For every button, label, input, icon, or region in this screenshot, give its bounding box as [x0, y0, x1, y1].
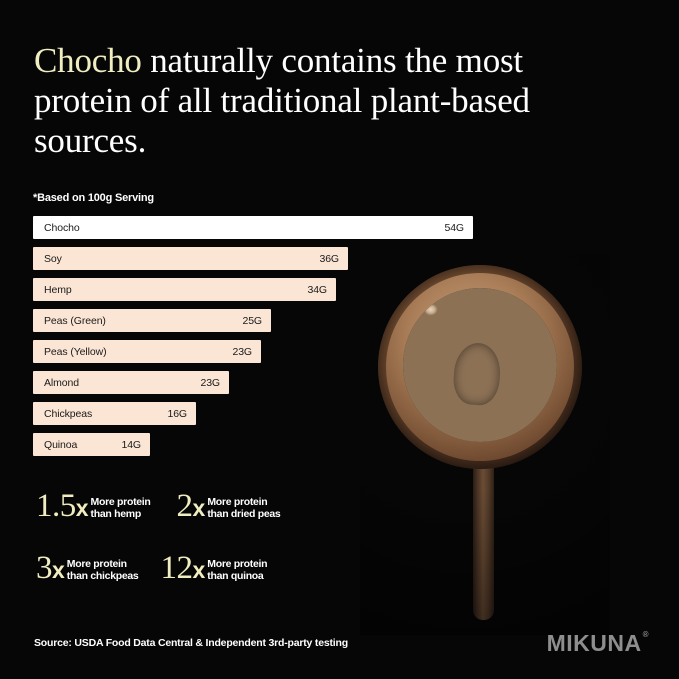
serving-basis-note: *Based on 100g Serving	[33, 192, 154, 204]
stat-description: More protein than hemp	[91, 496, 151, 520]
stat-multiplier-number: 1.5	[36, 488, 76, 524]
bar-row: Peas (Yellow) 23G	[33, 340, 483, 363]
bar-value: 25G	[242, 314, 262, 327]
comparison-stats: 1.5x More protein than hemp 2x More protein t…	[36, 490, 356, 614]
bar-value: 23G	[200, 376, 220, 389]
stat-description-line1: More protein	[207, 557, 268, 570]
source-citation: Source: USDA Food Data Central & Indepen…	[34, 637, 348, 649]
protein-bar-chart: Chocho 54G Soy 36G Hemp 34G Peas (Green) 25G Pea…	[33, 216, 483, 464]
stat-multiplier: 12x	[160, 550, 205, 587]
stat-multiplier-number: 3	[36, 550, 53, 586]
stat-description-line1: More protein	[90, 495, 151, 508]
bar-row: Almond 23G	[33, 371, 483, 394]
bar-chocho: Chocho 54G	[33, 216, 473, 239]
bar-row: Hemp 34G	[33, 278, 483, 301]
bar-row: Chocho 54G	[33, 216, 483, 239]
bar-label: Almond	[44, 376, 80, 389]
bar-value: 16G	[167, 407, 187, 420]
registered-trademark-icon: ®	[642, 630, 649, 639]
stat-item: 3x More protein than chickpeas	[36, 550, 139, 587]
bowl-interior	[403, 288, 557, 442]
bar-soy: Soy 36G	[33, 247, 348, 270]
bar-row: Peas (Green) 25G	[33, 309, 483, 332]
bar-value: 14G	[121, 438, 141, 451]
bar-label: Peas (Yellow)	[44, 345, 107, 358]
bar-label: Chickpeas	[44, 407, 93, 420]
stat-description-line2: than hemp	[90, 507, 142, 520]
bar-row: Soy 36G	[33, 247, 483, 270]
bar-label: Hemp	[44, 283, 72, 296]
bar-chickpeas: Chickpeas 16G	[33, 402, 196, 425]
stat-multiplier-number: 12	[160, 550, 193, 586]
bar-quinoa: Quinoa 14G	[33, 433, 150, 456]
bowl-rim	[386, 273, 574, 461]
stat-description-line2: than quinoa	[207, 569, 264, 582]
stat-item: 1.5x More protein than hemp	[36, 490, 151, 525]
stat-multiplier: 1.5x	[36, 488, 89, 525]
bar-row: Chickpeas 16G	[33, 402, 483, 425]
brand-wordmark: MIKUNA	[546, 630, 642, 656]
headline-accent-word: Chocho	[34, 41, 142, 80]
stat-multiplier: 3x	[36, 550, 65, 587]
stat-description-line2: than dried peas	[207, 507, 281, 520]
bar-value: 36G	[319, 252, 339, 265]
stat-description: More protein than dried peas	[207, 496, 280, 520]
chocho-bowl-photo	[360, 255, 610, 635]
wooden-bowl	[378, 265, 582, 469]
bar-value: 23G	[232, 345, 252, 358]
bar-row: Quinoa 14G	[33, 433, 483, 456]
stat-description-line1: More protein	[207, 495, 268, 508]
stat-row: 3x More protein than chickpeas 12x More prot…	[36, 552, 356, 587]
stat-multiplier: 2x	[176, 488, 206, 525]
bar-label: Peas (Green)	[44, 314, 106, 327]
bar-value: 34G	[307, 283, 327, 296]
stat-description: More protein than chickpeas	[67, 558, 139, 582]
stat-row: 1.5x More protein than hemp 2x More protein t…	[36, 490, 356, 525]
headline-rest: naturally contains the most protein of a…	[34, 41, 530, 160]
stat-multiplier-suffix: x	[52, 557, 65, 583]
stat-description-line1: More protein	[66, 557, 127, 570]
stat-item: 12x More protein than quinoa	[160, 552, 267, 587]
bar-label: Chocho	[44, 221, 80, 234]
bar-value: 54G	[444, 221, 464, 234]
stat-multiplier-suffix: x	[192, 557, 205, 583]
stat-description: More protein than quinoa	[207, 558, 267, 582]
stat-multiplier-number: 2	[176, 488, 194, 524]
stat-item: 2x More protein than dried peas	[177, 490, 281, 525]
bar-label: Quinoa	[44, 438, 78, 451]
stat-multiplier-suffix: x	[75, 495, 89, 521]
bar-peas-green: Peas (Green) 25G	[33, 309, 271, 332]
bar-peas-yellow: Peas (Yellow) 23G	[33, 340, 261, 363]
mikuna-logo: MIKUNA ®	[547, 630, 649, 657]
bar-label: Soy	[44, 252, 62, 265]
bar-hemp: Hemp 34G	[33, 278, 336, 301]
stat-multiplier-suffix: x	[192, 495, 206, 521]
stat-description-line2: than chickpeas	[66, 569, 139, 582]
page-title: Chocho naturally contains the most prote…	[34, 41, 619, 161]
bar-almond: Almond 23G	[33, 371, 229, 394]
